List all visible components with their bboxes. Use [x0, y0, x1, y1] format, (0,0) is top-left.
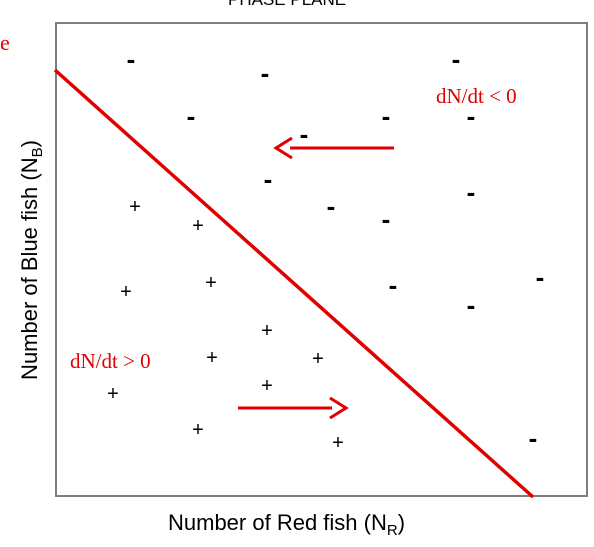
plus-mark: + — [206, 347, 218, 369]
minus-mark: - — [263, 164, 273, 194]
minus-mark: - — [299, 119, 309, 149]
minus-mark: - — [451, 44, 461, 74]
arrow-right — [238, 396, 349, 420]
minus-mark: - — [186, 101, 196, 131]
positive-growth-label: dN/dt > 0 — [70, 349, 151, 373]
plus-mark: + — [107, 383, 119, 405]
minus-mark: - — [528, 423, 538, 453]
minus-mark: - — [126, 44, 136, 74]
plus-mark: + — [205, 272, 217, 294]
arrow-left — [273, 136, 394, 160]
plus-mark: + — [332, 432, 344, 454]
minus-mark: - — [466, 290, 476, 320]
negative-growth-label: dN/dt < 0 — [436, 84, 517, 108]
y-axis-label: Number of Blue fish (NB) — [17, 140, 46, 380]
plus-mark: + — [261, 320, 273, 342]
minus-mark: - — [260, 58, 270, 88]
plus-mark: + — [192, 215, 204, 237]
minus-mark: - — [466, 101, 476, 131]
plus-mark: + — [312, 348, 324, 370]
phase-plane-frame — [55, 22, 588, 497]
minus-mark: - — [381, 101, 391, 131]
diagram-title: PHASE PLANE — [228, 0, 346, 12]
plus-mark: + — [192, 419, 204, 441]
minus-mark: - — [388, 270, 398, 300]
minus-mark: - — [466, 177, 476, 207]
isocline-line — [53, 68, 535, 499]
minus-mark: - — [326, 191, 336, 221]
cropped-side-text: e — [0, 30, 10, 55]
plus-mark: + — [129, 196, 141, 218]
x-axis-label: Number of Red fish (NR) — [168, 510, 406, 539]
minus-mark: - — [381, 204, 391, 234]
plus-mark: + — [120, 281, 132, 303]
plus-mark: + — [261, 375, 273, 397]
minus-mark: - — [535, 262, 545, 292]
